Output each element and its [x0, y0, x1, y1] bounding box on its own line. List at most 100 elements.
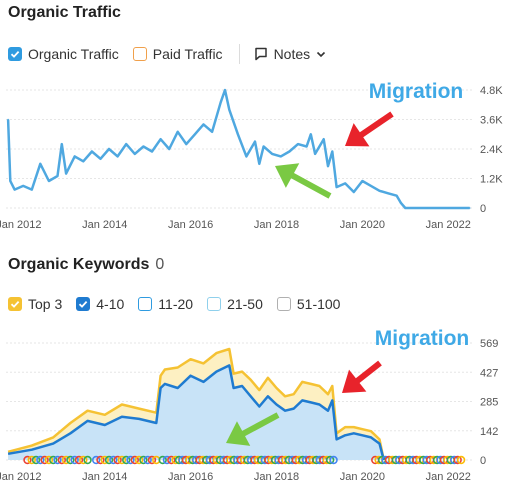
keywords-y-tick: 285 — [480, 397, 498, 409]
traffic-data-point — [176, 130, 179, 133]
google-update-icon[interactable] — [130, 455, 140, 465]
google-update-icon[interactable] — [23, 455, 32, 465]
keywords-legend-4-10[interactable]: 4-10 — [76, 296, 124, 312]
traffic-data-point — [322, 138, 325, 140]
keywords-checkbox-top-3[interactable] — [8, 297, 22, 311]
traffic-legend-paid-traffic[interactable]: Paid Traffic — [132, 46, 223, 62]
organic-keywords-title: Organic Keywords 0 — [8, 256, 164, 274]
google-update-icon[interactable] — [57, 455, 67, 465]
keywords-migration-label: Migration — [375, 327, 470, 350]
traffic-checkbox-paid-traffic[interactable] — [132, 47, 147, 61]
google-update-icon[interactable] — [147, 455, 157, 465]
keywords-legend-label: 21-50 — [227, 296, 263, 312]
traffic-data-point — [310, 133, 312, 136]
google-update-icon[interactable] — [104, 455, 114, 465]
keywords-checkbox-21-50[interactable] — [207, 297, 222, 311]
keywords-legend-11-20[interactable]: 11-20 — [138, 296, 193, 312]
traffic-migration-label: Migration — [369, 80, 464, 103]
google-update-icon[interactable] — [96, 455, 105, 465]
traffic-data-point — [82, 160, 85, 163]
google-update-icon[interactable] — [49, 455, 58, 465]
notes-dropdown[interactable]: Notes — [254, 46, 333, 62]
traffic-data-point — [48, 180, 50, 182]
google-update-icon[interactable] — [100, 455, 109, 465]
keywords-checkbox-51-100[interactable] — [276, 297, 291, 311]
organic-traffic-chart: 0 1.2K 2.4K 3.6K 4.8K Jan 2012 Jan 2014 Jan 201… — [0, 80, 503, 231]
traffic-data-point — [99, 158, 102, 160]
google-update-icon[interactable] — [113, 455, 122, 465]
keywords-legend-51-100[interactable]: 51-100 — [276, 296, 341, 312]
google-update-icon[interactable] — [122, 455, 131, 465]
traffic-data-point — [56, 175, 59, 177]
google-update-icon[interactable] — [109, 455, 118, 465]
traffic-data-point — [258, 162, 261, 165]
google-update-icon[interactable] — [143, 455, 152, 465]
google-update-icon[interactable] — [53, 455, 62, 465]
traffic-data-point — [219, 101, 222, 104]
traffic-data-point — [297, 143, 299, 145]
traffic-y-tick: 4.8K — [480, 85, 503, 97]
traffic-x-tick: Jan 2012 — [0, 219, 42, 231]
google-update-icon[interactable] — [325, 455, 335, 465]
kw-4-10-series-line — [7, 364, 386, 461]
traffic-data-point — [65, 172, 67, 175]
traffic-data-point — [142, 145, 145, 148]
keywords-x-tick: Jan 2014 — [82, 471, 127, 483]
keywords-checkbox-4-10[interactable] — [76, 297, 91, 311]
traffic-data-point — [254, 140, 256, 143]
google-update-icon[interactable] — [167, 455, 176, 465]
traffic-data-point — [151, 150, 153, 153]
google-update-icon[interactable] — [162, 455, 172, 465]
google-update-icon[interactable] — [453, 455, 462, 465]
google-update-icon[interactable] — [91, 455, 101, 465]
traffic-data-point — [22, 185, 24, 187]
google-update-icon[interactable] — [40, 455, 49, 465]
google-update-icon[interactable] — [66, 455, 75, 465]
google-update-icon[interactable] — [36, 455, 45, 465]
traffic-data-point — [228, 108, 231, 111]
traffic-data-point — [202, 123, 205, 126]
organic-keywords-chart: 0 142 285 427 569 Jan 2012 Jan 2014 Jan 2016 Jan… — [0, 327, 498, 483]
google-update-icon[interactable] — [74, 455, 84, 465]
keywords-legend-21-50[interactable]: 21-50 — [207, 296, 263, 312]
keywords-x-tick: Jan 2012 — [0, 471, 42, 483]
chevron-down-icon — [317, 51, 326, 58]
legend-divider — [238, 44, 240, 64]
google-update-icon[interactable] — [31, 455, 41, 465]
keywords-legend-top-3[interactable]: Top 3 — [8, 296, 62, 312]
traffic-data-point — [262, 145, 265, 148]
keywords-legend-label: 11-20 — [158, 296, 194, 312]
google-update-icon[interactable] — [117, 455, 127, 465]
google-update-icon[interactable] — [126, 455, 135, 465]
google-update-icon[interactable] — [61, 455, 71, 465]
google-update-icon[interactable] — [79, 455, 88, 465]
google-update-icon[interactable] — [83, 455, 92, 465]
keywords-x-tick: Jan 2018 — [254, 471, 299, 483]
traffic-legend-organic-traffic[interactable]: Organic Traffic — [8, 46, 119, 62]
keywords-x-tick: Jan 2016 — [168, 471, 213, 483]
organic-keywords-title-text: Organic Keywords — [8, 256, 150, 273]
google-update-icon[interactable] — [44, 455, 54, 465]
traffic-checkbox-organic-traffic[interactable] — [8, 47, 22, 61]
google-update-icon[interactable] — [329, 455, 338, 465]
traffic-data-point — [108, 148, 110, 150]
google-update-icon[interactable] — [134, 455, 144, 465]
traffic-series-line — [6, 88, 470, 210]
google-update-icon[interactable] — [70, 455, 79, 465]
google-update-icon[interactable] — [27, 455, 36, 465]
keywords-legend-label: 51-100 — [296, 296, 341, 312]
traffic-x-tick: Jan 2022 — [426, 219, 471, 231]
traffic-x-tick: Jan 2018 — [254, 219, 299, 231]
google-update-icon[interactable] — [139, 455, 148, 465]
google-update-icon[interactable] — [158, 455, 167, 465]
traffic-data-point — [211, 130, 213, 133]
traffic-data-point — [387, 192, 389, 195]
keywords-y-tick: 569 — [480, 338, 498, 350]
keywords-checkbox-11-20[interactable] — [138, 297, 153, 311]
traffic-data-point — [370, 185, 372, 187]
traffic-data-point — [39, 162, 42, 165]
google-update-icon[interactable] — [456, 455, 466, 465]
checkmark-icon — [10, 300, 20, 308]
traffic-x-tick: Jan 2016 — [168, 219, 213, 231]
traffic-data-point — [352, 191, 355, 193]
